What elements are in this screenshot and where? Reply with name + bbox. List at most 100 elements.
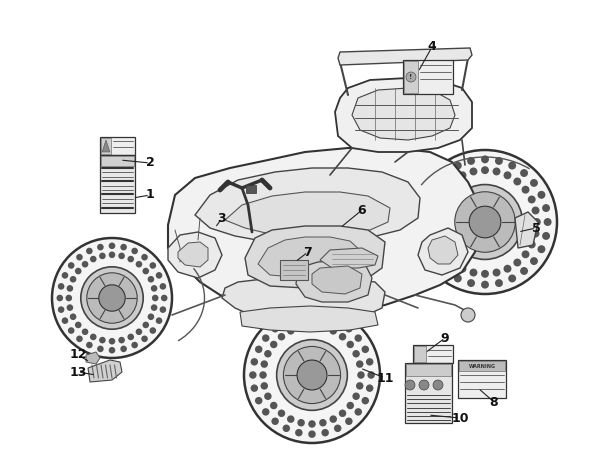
Circle shape xyxy=(495,157,503,165)
Circle shape xyxy=(435,240,442,248)
Circle shape xyxy=(353,350,360,358)
Circle shape xyxy=(277,340,348,410)
Circle shape xyxy=(528,196,536,203)
Circle shape xyxy=(99,285,125,311)
Bar xyxy=(459,361,505,371)
Circle shape xyxy=(264,350,272,358)
Circle shape xyxy=(75,322,81,328)
Circle shape xyxy=(442,169,450,177)
Polygon shape xyxy=(352,88,455,140)
Circle shape xyxy=(249,371,256,379)
Circle shape xyxy=(141,254,148,260)
Circle shape xyxy=(362,397,369,404)
Circle shape xyxy=(155,317,162,324)
Circle shape xyxy=(530,179,538,187)
Polygon shape xyxy=(296,260,372,302)
Circle shape xyxy=(82,261,88,267)
Bar xyxy=(413,345,453,363)
Circle shape xyxy=(76,254,83,260)
Polygon shape xyxy=(258,237,362,278)
Circle shape xyxy=(147,314,154,320)
Circle shape xyxy=(419,380,429,390)
Circle shape xyxy=(504,265,512,273)
Polygon shape xyxy=(86,352,100,364)
Circle shape xyxy=(442,267,450,275)
Polygon shape xyxy=(168,148,480,315)
Circle shape xyxy=(441,250,449,258)
Circle shape xyxy=(86,342,92,348)
Circle shape xyxy=(329,415,337,423)
Circle shape xyxy=(430,229,438,238)
Circle shape xyxy=(467,157,475,165)
Circle shape xyxy=(255,346,263,353)
Circle shape xyxy=(75,268,81,275)
Circle shape xyxy=(528,240,536,248)
Text: 1: 1 xyxy=(146,189,154,201)
Circle shape xyxy=(520,267,528,275)
Circle shape xyxy=(82,329,88,335)
Circle shape xyxy=(334,425,341,432)
Text: !: ! xyxy=(409,74,412,80)
Circle shape xyxy=(76,335,83,342)
Circle shape xyxy=(136,261,142,267)
Circle shape xyxy=(458,171,466,179)
Bar xyxy=(100,137,135,155)
Circle shape xyxy=(250,358,258,366)
Polygon shape xyxy=(222,276,385,322)
Circle shape xyxy=(362,346,369,353)
Circle shape xyxy=(151,285,157,292)
Circle shape xyxy=(136,329,142,335)
Circle shape xyxy=(329,327,337,334)
Circle shape xyxy=(121,346,127,352)
Circle shape xyxy=(419,218,427,226)
Circle shape xyxy=(520,169,528,177)
Bar xyxy=(100,155,135,213)
Text: 3: 3 xyxy=(218,211,226,225)
Circle shape xyxy=(109,347,115,353)
Circle shape xyxy=(495,279,503,287)
Polygon shape xyxy=(335,78,472,152)
Polygon shape xyxy=(178,242,208,267)
Circle shape xyxy=(271,325,279,332)
Circle shape xyxy=(469,268,477,276)
Text: 11: 11 xyxy=(376,371,394,384)
Circle shape xyxy=(262,334,269,342)
Circle shape xyxy=(109,338,115,344)
Circle shape xyxy=(250,384,258,392)
Circle shape xyxy=(319,323,327,331)
Bar xyxy=(101,138,111,154)
Circle shape xyxy=(430,207,438,214)
Circle shape xyxy=(513,258,521,266)
Circle shape xyxy=(530,257,538,265)
Circle shape xyxy=(261,382,268,389)
Circle shape xyxy=(508,162,516,170)
Circle shape xyxy=(356,361,364,368)
Circle shape xyxy=(297,323,305,331)
Circle shape xyxy=(542,232,550,240)
Text: 9: 9 xyxy=(441,332,449,344)
Circle shape xyxy=(467,279,475,287)
Bar xyxy=(403,60,453,94)
Circle shape xyxy=(493,168,501,175)
Circle shape xyxy=(481,281,489,289)
Circle shape xyxy=(287,415,294,423)
Circle shape xyxy=(147,276,154,283)
Text: 6: 6 xyxy=(357,203,367,217)
Circle shape xyxy=(143,268,149,275)
Circle shape xyxy=(121,244,127,250)
Circle shape xyxy=(109,243,115,249)
Circle shape xyxy=(447,185,523,259)
Bar xyxy=(458,360,506,398)
Circle shape xyxy=(354,408,362,416)
Circle shape xyxy=(295,314,302,321)
Circle shape xyxy=(481,155,489,163)
Circle shape xyxy=(425,245,433,253)
Polygon shape xyxy=(515,212,538,248)
Circle shape xyxy=(259,371,267,379)
Circle shape xyxy=(454,162,462,170)
Circle shape xyxy=(354,334,362,342)
Circle shape xyxy=(151,304,157,311)
Circle shape xyxy=(264,392,272,400)
Polygon shape xyxy=(418,228,468,275)
Text: 8: 8 xyxy=(490,396,498,408)
